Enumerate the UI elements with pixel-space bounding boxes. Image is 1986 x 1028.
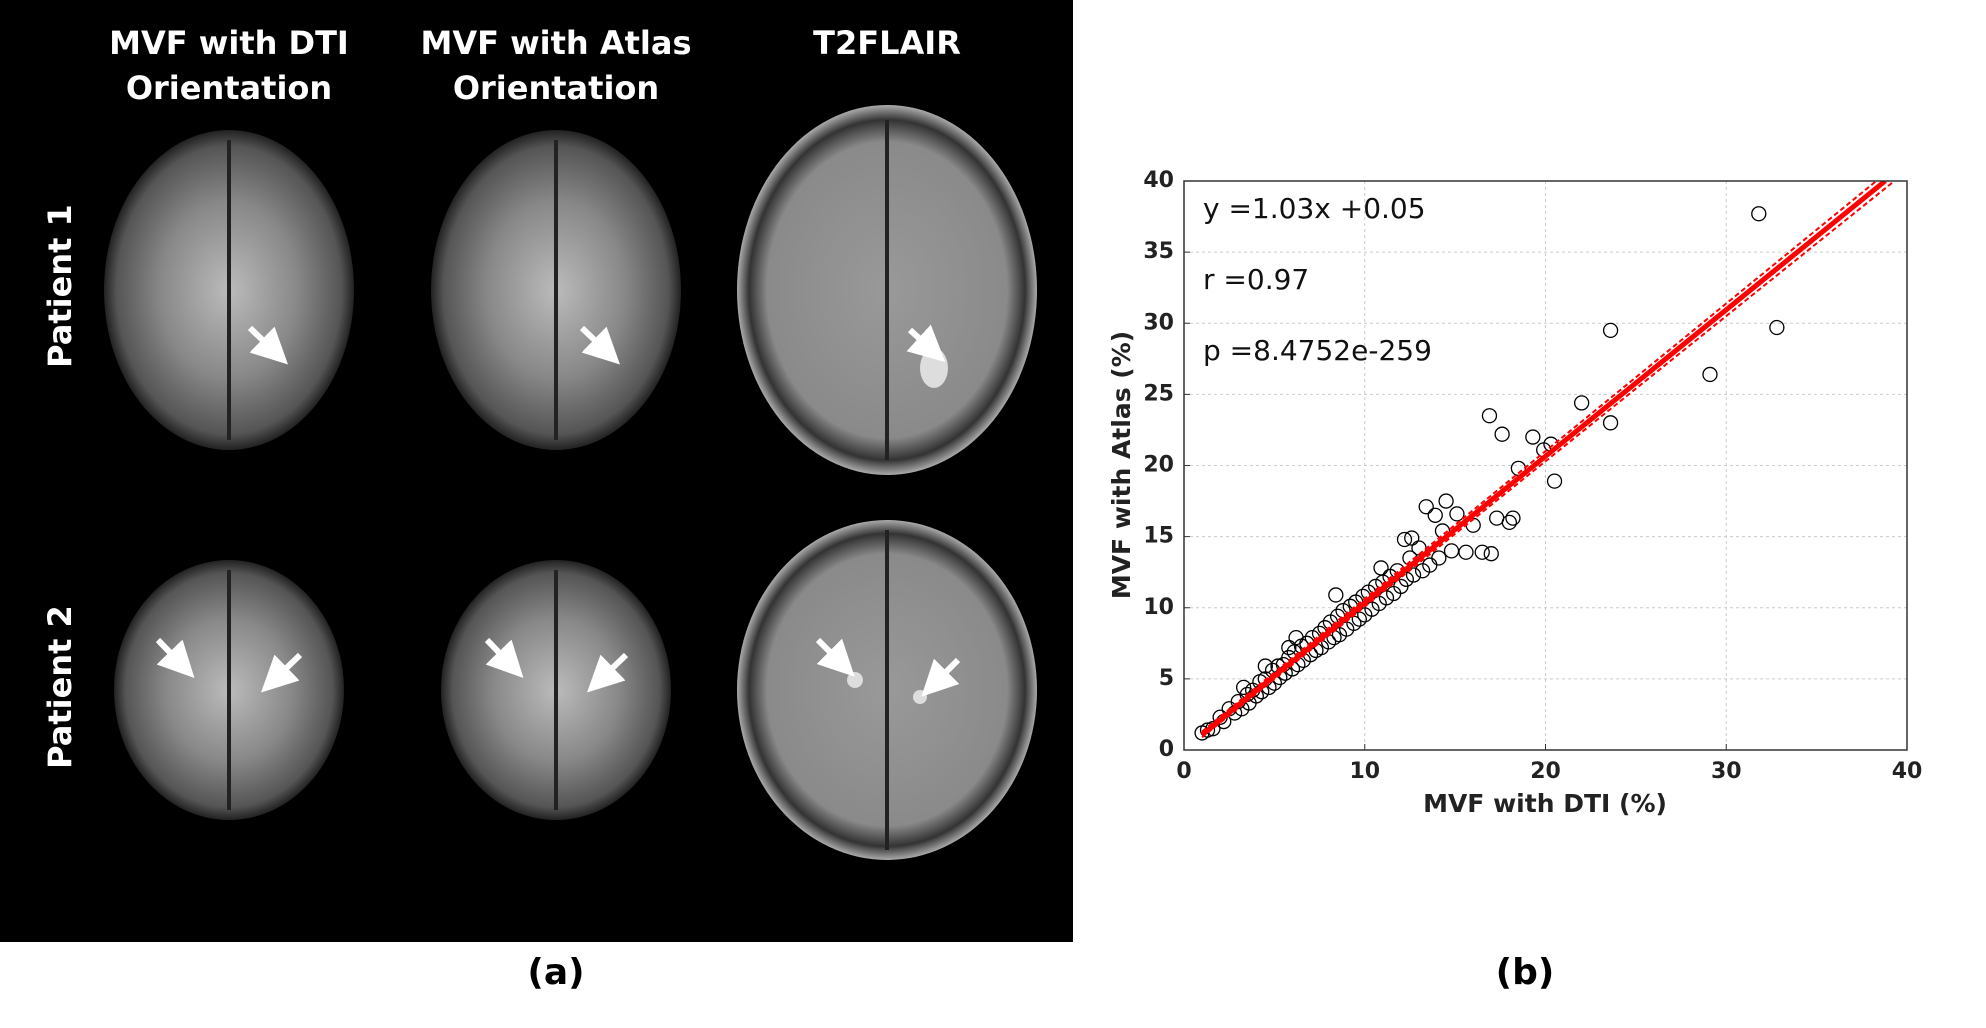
x-tick-label: 10 (1349, 759, 1380, 784)
point (1328, 587, 1344, 603)
x-tick-label: 20 (1530, 759, 1561, 784)
confidence-line (1201, 181, 1895, 738)
point (1431, 550, 1447, 566)
y-tick-label: 40 (1143, 168, 1174, 193)
point (1602, 322, 1619, 339)
x-tick-label: 30 (1711, 759, 1742, 784)
point (1494, 426, 1510, 442)
point (1405, 567, 1422, 583)
row-label: Patient 1 (41, 204, 79, 368)
point (1525, 429, 1541, 445)
lesion (920, 348, 948, 388)
point (1438, 493, 1454, 509)
annotation: y =1.03x +0.05 (1203, 192, 1426, 225)
y-tick-label: 15 (1143, 524, 1174, 549)
y-tick-label: 20 (1143, 453, 1174, 478)
column-header: Orientation (126, 69, 332, 107)
point (1199, 722, 1216, 738)
y-tick-label: 25 (1143, 381, 1174, 406)
column-header: MVF with DTI (109, 24, 349, 62)
y-tick-label: 0 (1159, 737, 1174, 762)
annotation: r =0.97 (1203, 263, 1309, 296)
y-axis-label: MVF with Atlas (%) (1107, 331, 1136, 599)
point (1574, 395, 1590, 411)
lesion (847, 672, 863, 688)
brain-images (104, 105, 1037, 860)
caption: (a) (527, 952, 584, 993)
column-header: T2FLAIR (813, 24, 961, 62)
point (1751, 206, 1767, 222)
midline (227, 120, 889, 850)
point (1702, 366, 1718, 383)
point (1481, 408, 1498, 424)
point (1373, 560, 1389, 576)
point (1396, 531, 1413, 548)
y-tick-label: 5 (1159, 666, 1174, 691)
point (1257, 658, 1273, 674)
confidence-line (1201, 181, 1877, 733)
point (1474, 544, 1490, 560)
point (1418, 499, 1434, 515)
column-header: MVF with Atlas (420, 24, 691, 62)
point (1458, 544, 1474, 560)
x-tick-label: 40 (1892, 759, 1923, 784)
x-axis-label: MVF with DTI (%) (1423, 789, 1667, 818)
y-tick-label: 30 (1143, 310, 1174, 335)
point (1288, 629, 1304, 646)
plot-frame (1183, 180, 1908, 751)
point (1235, 679, 1252, 696)
point (1281, 639, 1297, 656)
y-tick-label: 10 (1143, 595, 1174, 620)
column-header: Orientation (453, 69, 659, 107)
point (1404, 530, 1420, 546)
fit-line (1200, 181, 1887, 737)
point (1769, 319, 1785, 336)
point (1449, 506, 1465, 522)
point (1602, 415, 1619, 431)
point (1501, 514, 1517, 531)
point (1378, 590, 1395, 606)
arrows (155, 324, 961, 697)
point (1483, 546, 1499, 562)
y-tick-label: 35 (1143, 239, 1174, 264)
point (1505, 510, 1521, 526)
point (1546, 473, 1563, 489)
point (1427, 507, 1443, 523)
fit-lines (1200, 181, 1895, 738)
x-tick-label: 0 (1176, 759, 1191, 784)
row-label: Patient 2 (41, 605, 79, 769)
lesion (913, 690, 927, 704)
annotation: p =8.4752e-259 (1203, 334, 1432, 367)
caption: (b) (1496, 952, 1555, 993)
